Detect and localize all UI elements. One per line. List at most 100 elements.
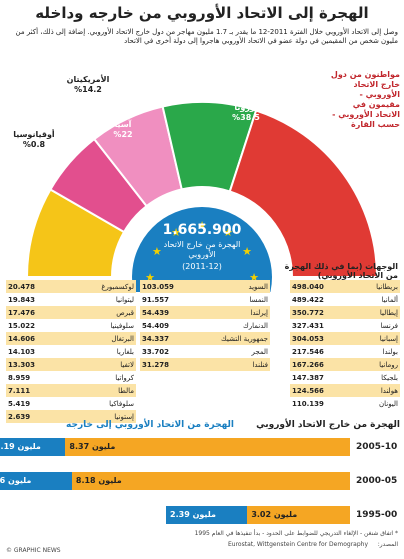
row-country: فرنسا	[380, 321, 398, 330]
row-country: الدنمارك	[242, 321, 268, 330]
table-row: 54.409 الدنمارك	[140, 319, 270, 332]
table-row: 304.053 إسبانيا	[290, 332, 400, 345]
table-row: 124.566 هولندا	[290, 384, 400, 397]
row-country: بلجيكا	[381, 373, 398, 382]
table-row: 8.959 كرواتيا	[6, 371, 136, 384]
continent-legend: مواطنون من دول خارج الاتحاد الأوروبي - م…	[330, 70, 400, 129]
table-row: 498.040 بريطانيا	[290, 280, 400, 293]
row-value: 350.772	[292, 308, 324, 317]
row-country: لاتفيا	[120, 360, 134, 369]
continent-gauge: ★★★★★★★★★★★★	[25, 101, 379, 292]
table-row: 217.546 بولندا	[290, 345, 400, 358]
center-subtitle: الهجرة من خارج الاتحاد الأوروبي	[163, 240, 241, 259]
bar-out	[71, 472, 350, 490]
bar-out-label: 8.18 مليون	[75, 476, 122, 485]
row-value: 103.059	[142, 282, 174, 291]
row-country: البرتغال	[111, 334, 134, 343]
table-row: 34.337 جمهورية التشيك	[140, 332, 270, 345]
asia-label: آسيا %22	[113, 120, 133, 139]
americas-label: الأمريكيتان %14.2	[66, 75, 110, 94]
table-row: 13.303 لاتفيا	[6, 358, 136, 371]
table-row: 2.639 إستونيا	[6, 410, 136, 423]
row-value: 498.040	[292, 282, 324, 291]
credit: © GRAPHIC NEWS	[6, 547, 61, 554]
row-country: سلوفينيا	[110, 321, 134, 330]
star-icon: ★	[171, 226, 181, 239]
bar-in-label: 2.66 مليون	[0, 476, 32, 485]
row-value: 5.419	[8, 399, 31, 408]
bar-in-label: 2.19 مليون	[0, 442, 41, 451]
table-row: 489.422 ألمانيا	[290, 293, 400, 306]
row-value: 17.476	[8, 308, 36, 317]
year-label: 1995-00	[356, 510, 398, 520]
star-icon: ★	[223, 226, 233, 239]
table-row: 14.103 بلغاريا	[6, 345, 136, 358]
table-row: 327.431 فرنسا	[290, 319, 400, 332]
row-country: رومانيا	[379, 360, 398, 369]
bar-in	[0, 472, 72, 490]
row-country: إستونيا	[114, 412, 134, 421]
gauge-segments	[25, 101, 379, 278]
table-row: 15.022 سلوفينيا	[6, 319, 136, 332]
row-country: السويد	[248, 282, 268, 291]
row-value: 14.103	[8, 347, 36, 356]
intro-text: وصل إلى الاتحاد الأوروبي خلال الفترة 201…	[15, 28, 398, 45]
row-country: مالطا	[118, 386, 134, 395]
row-value: 217.546	[292, 347, 324, 356]
table-row: 350.772 إيطاليا	[290, 306, 400, 319]
eu-stars: ★★★★★★★★★★★★	[145, 219, 259, 284]
bar-out-label: 8.37 مليون	[69, 442, 116, 451]
table-row: 33.702 المجر	[140, 345, 270, 358]
bar-title-in: الهجرة من الاتحاد الأوروبي إلى خارجه	[66, 420, 234, 430]
row-value: 7.111	[8, 386, 31, 395]
row-value: 91.557	[142, 295, 170, 304]
row-country: اليونان	[378, 399, 398, 408]
row-value: 20.478	[8, 282, 36, 291]
row-country: لوكسمبورغ	[101, 282, 134, 291]
row-value: 19.843	[8, 295, 36, 304]
row-country: جمهورية التشيك	[221, 334, 268, 343]
row-value: 489.422	[292, 295, 324, 304]
row-value: 14.606	[8, 334, 36, 343]
row-value: 54.409	[142, 321, 170, 330]
source-label: المصدر:	[377, 541, 398, 548]
row-country: ألمانيا	[381, 295, 398, 304]
row-value: 31.278	[142, 360, 170, 369]
star-icon: ★	[249, 271, 259, 284]
row-country: كرواتيا	[115, 373, 134, 382]
star-icon: ★	[197, 219, 207, 232]
center-total: 1.665.900	[162, 222, 242, 238]
table-row: 103.059 السويد	[140, 280, 270, 293]
row-country: بريطانيا	[376, 282, 398, 291]
row-country: إسبانيا	[379, 334, 398, 343]
table-row: 147.387 بلجيكا	[290, 371, 400, 384]
migration-bars: 8.37 مليون 2.19 مليون 2005-10 8.18 مليون 2.6…	[0, 432, 404, 542]
table-row: 5.419 سلوفاكيا	[6, 397, 136, 410]
row-value: 147.387	[292, 373, 324, 382]
row-country: النمسا	[249, 295, 268, 304]
footnote: * اتفاق شنغن - الإلغاء التدريجي للضوابط …	[194, 530, 398, 537]
row-country: المجر	[251, 347, 268, 356]
bar-in	[166, 506, 248, 524]
oceania-label: أوقيانوسيا %0.8	[13, 130, 55, 149]
row-value: 304.053	[292, 334, 324, 343]
table-title: الوجهات (بما في ذلك الهجرة من الاتحاد ال…	[284, 262, 398, 280]
page-title: الهجرة إلى الاتحاد الأوروبي من خارجه ودا…	[35, 4, 369, 22]
star-icon: ★	[152, 245, 162, 258]
row-value: 167.266	[292, 360, 324, 369]
row-country: إيطاليا	[379, 308, 398, 317]
africa-label: أفريقيا %24.5	[187, 71, 215, 90]
row-country: ليتوانيا	[115, 295, 134, 304]
row-value: 34.337	[142, 334, 170, 343]
row-value: 54.439	[142, 308, 170, 317]
row-country: قبرص	[116, 308, 134, 317]
table-row: 14.606 البرتغال	[6, 332, 136, 345]
table-row: 54.439 إيرلندا	[140, 306, 270, 319]
center-period: (2011-12)	[182, 262, 222, 271]
bar-in	[0, 438, 66, 456]
europe-label: أوروبا %38.5	[232, 103, 260, 122]
bar-out	[247, 506, 350, 524]
row-value: 8.959	[8, 373, 31, 382]
row-value: 327.431	[292, 321, 324, 330]
bar-out	[65, 438, 350, 456]
